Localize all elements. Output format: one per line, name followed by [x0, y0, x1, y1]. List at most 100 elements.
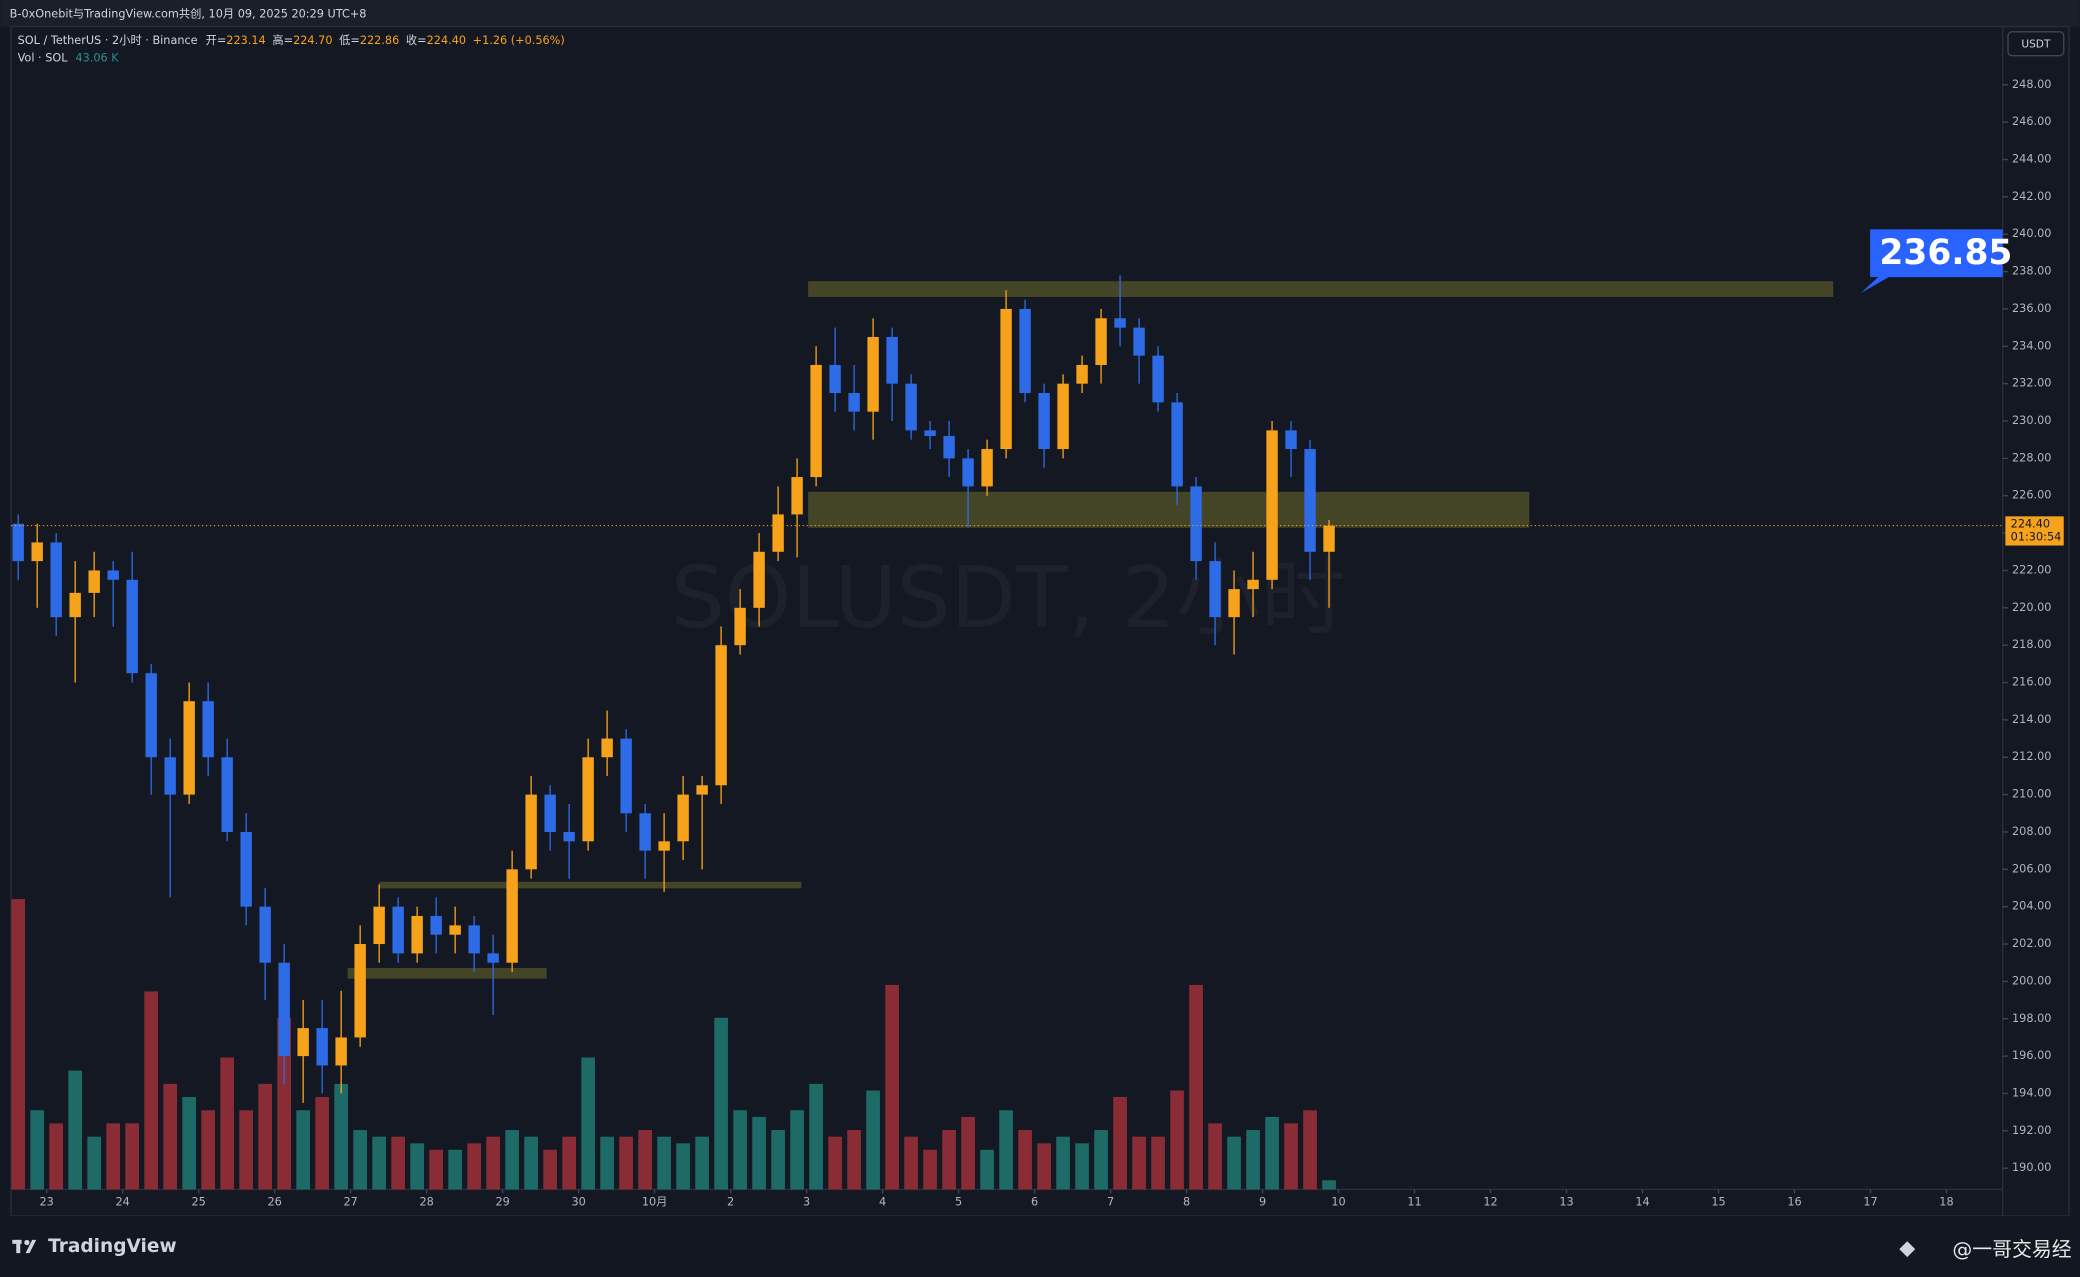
volume-bar	[942, 1130, 956, 1190]
candle-body	[69, 592, 81, 618]
volume-bar	[467, 1143, 481, 1190]
volume-bar	[524, 1136, 538, 1190]
x-tick-label: 28	[419, 1196, 433, 1209]
candle-body	[259, 906, 271, 963]
volume-bar	[1132, 1136, 1146, 1190]
legend-line: SOL / TetherUS · 2小时 · Binance 开=223.14 高=…	[18, 33, 565, 47]
y-tick-label: 230.00	[2012, 414, 2051, 427]
volume-value: 43.06 K	[75, 51, 119, 64]
candle-body	[772, 514, 784, 552]
candle-body	[734, 607, 746, 646]
volume-bar	[505, 1130, 519, 1190]
volume-bar	[277, 1017, 292, 1190]
volume-bar	[49, 1123, 64, 1190]
candle-body	[1285, 430, 1297, 450]
candle-body	[183, 701, 195, 795]
candle-body	[924, 430, 936, 436]
y-tick-label: 222.00	[2012, 563, 2051, 576]
y-tick-label: 200.00	[2012, 974, 2051, 987]
volume-bar	[258, 1083, 273, 1190]
volume-bar	[239, 1110, 254, 1190]
candle-body	[1114, 318, 1126, 328]
volume-bar	[11, 899, 26, 1190]
candle-body	[221, 757, 233, 832]
candle-body	[1266, 430, 1278, 580]
x-tick-label: 23	[40, 1196, 54, 1209]
y-tick-label: 190.00	[2012, 1161, 2051, 1174]
x-tick-label: 7	[1107, 1196, 1114, 1209]
volume-bar	[1037, 1143, 1051, 1190]
candle-body	[829, 364, 841, 394]
volume-bar	[1227, 1136, 1241, 1190]
candle-body	[601, 738, 613, 758]
candle-body	[962, 458, 974, 487]
candle-body	[677, 794, 689, 842]
candle-body	[1228, 589, 1240, 618]
y-tick-label: 208.00	[2012, 825, 2051, 838]
candle-body	[468, 925, 480, 954]
candle-body	[297, 1028, 309, 1057]
x-tick-label: 16	[1787, 1196, 1801, 1209]
candle-body	[316, 1028, 328, 1066]
y-tick-label: 226.00	[2012, 489, 2051, 502]
volume-bar	[904, 1136, 918, 1190]
x-tick-label: 15	[1711, 1196, 1725, 1209]
volume-bar	[106, 1123, 121, 1190]
y-tick-label: 206.00	[2012, 862, 2051, 875]
currency-box	[2007, 31, 2065, 57]
volume-bar	[714, 1017, 728, 1190]
volume-bar	[923, 1149, 937, 1190]
brand: TradingView	[48, 1236, 177, 1257]
legend-value: 223.14	[226, 34, 265, 47]
legend-symbol: SOL / TetherUS · 2小时 · Binance	[18, 34, 198, 47]
legend-value: 224.40	[427, 34, 466, 47]
legend-value: 222.86	[360, 34, 399, 47]
x-tick-label: 26	[267, 1196, 281, 1209]
legend-change: +1.26 (+0.56%)	[473, 34, 565, 47]
volume-bar	[486, 1136, 500, 1190]
volume-bar	[1113, 1096, 1127, 1190]
volume-bar	[733, 1110, 747, 1190]
volume-bar	[562, 1136, 576, 1190]
candle-body	[981, 449, 993, 487]
volume-label: Vol · SOL	[18, 51, 69, 64]
y-tick-label: 236.00	[2012, 302, 2051, 315]
zone	[808, 281, 1834, 297]
volume-bar	[334, 1083, 348, 1190]
legend-volume: Vol · SOL 43.06 K	[18, 51, 120, 64]
candle-body	[1152, 355, 1164, 403]
volume-bar	[68, 1070, 83, 1190]
volume-bar	[1056, 1136, 1070, 1190]
candle-body	[373, 906, 385, 945]
x-tick-label: 10月	[642, 1196, 668, 1209]
candle-body	[1076, 364, 1088, 384]
y-tick-label: 234.00	[2012, 339, 2051, 352]
candle-body	[715, 645, 727, 786]
candle-body	[145, 673, 157, 758]
plot-area	[10, 25, 2004, 1191]
x-tick-label: 8	[1183, 1196, 1190, 1209]
y-tick-label: 228.00	[2012, 451, 2051, 464]
volume-bar	[201, 1110, 216, 1190]
volume-bar	[847, 1130, 861, 1190]
y-tick-label: 192.00	[2012, 1124, 2051, 1137]
volume-bar	[961, 1116, 975, 1190]
candle-body	[696, 785, 708, 795]
volume-bar	[315, 1096, 330, 1190]
top-bar	[0, 0, 2080, 27]
candle-body	[563, 831, 575, 842]
x-tick-label: 30	[571, 1196, 585, 1209]
candle-body	[791, 477, 803, 515]
y-tick-label: 216.00	[2012, 676, 2051, 689]
candle-body	[430, 916, 442, 935]
candle-body	[354, 944, 366, 1038]
legend-label: 收=	[406, 33, 427, 47]
x-tick-label: 11	[1407, 1196, 1421, 1209]
author: @一哥交易经	[1952, 1238, 2071, 1261]
volume-bar	[1075, 1143, 1089, 1190]
candle-body	[164, 757, 176, 795]
candle-body	[810, 364, 822, 478]
plot: 190.00 192.00 194.00 196.00 198.00 200.00 202.…	[10, 78, 2064, 1209]
annotation-bubble	[1860, 229, 2003, 294]
